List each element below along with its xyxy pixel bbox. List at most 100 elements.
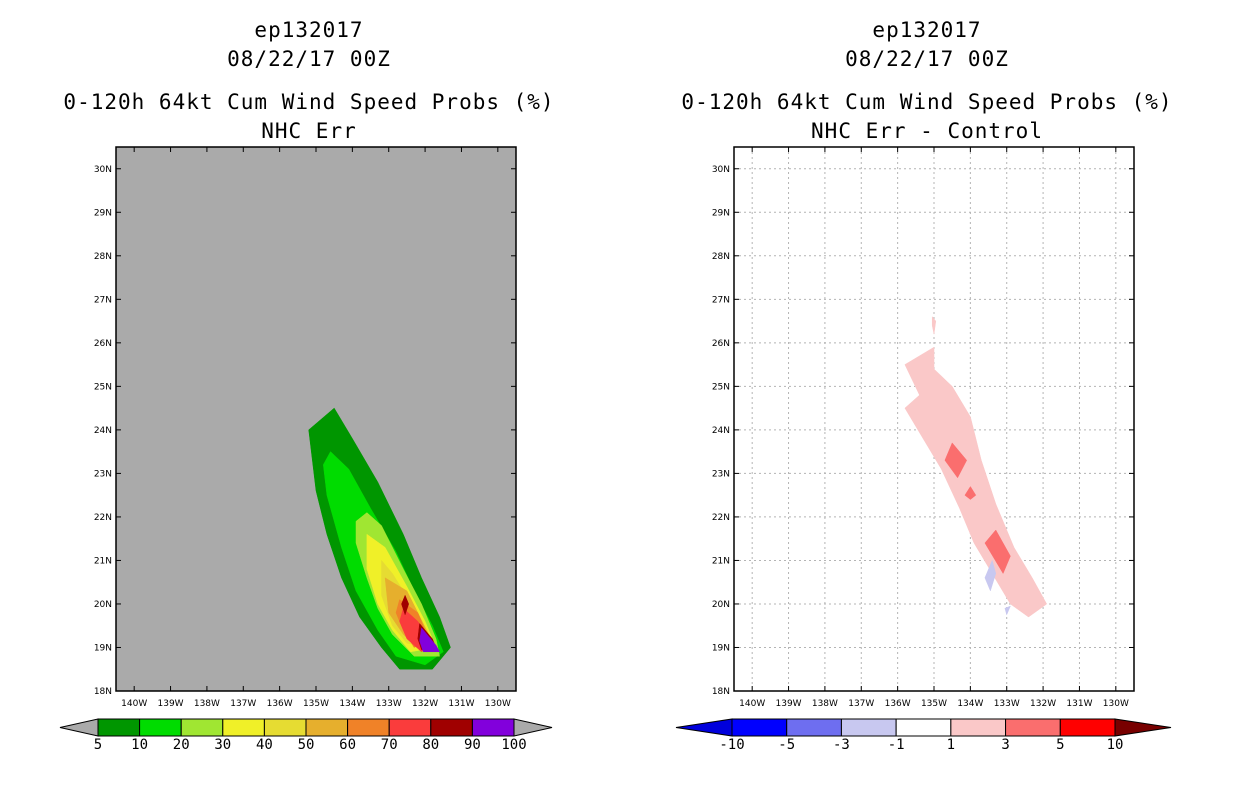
y-tick-label: 29N xyxy=(94,208,112,218)
colorbar-label: 80 xyxy=(422,737,439,753)
y-tick-label: 26N xyxy=(712,339,730,349)
colorbar-label: 5 xyxy=(94,737,102,753)
x-tick-label: 137W xyxy=(230,699,256,709)
x-tick-label: 138W xyxy=(194,699,220,709)
colorbar-over-arrow xyxy=(513,718,553,737)
y-tick-label: 25N xyxy=(94,382,112,392)
y-tick-label: 30N xyxy=(94,165,112,175)
y-tick-label: 30N xyxy=(712,165,730,175)
colorbar-label: 70 xyxy=(381,737,398,753)
colorbar-label: -1 xyxy=(888,737,905,753)
x-tick-label: 138W xyxy=(812,699,838,709)
right-title-product: 0-120h 64kt Cum Wind Speed Probs (%) xyxy=(681,90,1173,114)
x-tick-label: 136W xyxy=(885,699,911,709)
colorbar-segment xyxy=(388,718,432,737)
y-tick-label: 26N xyxy=(94,339,112,349)
y-tick-label: 29N xyxy=(712,208,730,218)
contour-level-3 xyxy=(944,442,967,479)
right-title-storm: ep132017 xyxy=(872,18,982,42)
colorbar-label: -10 xyxy=(719,737,744,753)
colorbar-label: 30 xyxy=(214,737,231,753)
contour-level-3 xyxy=(964,486,977,500)
y-tick-label: 25N xyxy=(712,382,730,392)
colorbar-segment xyxy=(180,718,224,737)
colorbar-label: 10 xyxy=(131,737,148,753)
x-tick-label: 134W xyxy=(339,699,365,709)
y-tick-label: 20N xyxy=(712,600,730,610)
left-title-subtitle: NHC Err xyxy=(261,119,357,143)
x-tick-label: 136W xyxy=(267,699,293,709)
x-tick-label: 139W xyxy=(158,699,184,709)
contour-level-1 xyxy=(904,346,1048,618)
x-tick-label: 134W xyxy=(957,699,983,709)
colorbar-label: 60 xyxy=(339,737,356,753)
colorbar-segment xyxy=(731,718,788,737)
y-tick-label: 24N xyxy=(94,426,112,436)
x-tick-label: 133W xyxy=(376,699,402,709)
colorbar-segment xyxy=(1059,718,1116,737)
contour-level-1 xyxy=(931,315,937,335)
left-chart-panel: ep132017 08/22/17 00Z 0-120h 64kt Cum Wi… xyxy=(59,18,555,753)
y-tick-label: 24N xyxy=(712,426,730,436)
y-tick-label: 20N xyxy=(94,600,112,610)
y-tick-label: 27N xyxy=(712,295,730,305)
y-tick-label: 19N xyxy=(94,643,112,653)
colorbar-segment xyxy=(263,718,307,737)
colorbar-label: 20 xyxy=(173,737,190,753)
colorbar-label: 10 xyxy=(1107,737,1124,753)
colorbar-segment xyxy=(786,718,842,737)
colorbar-label: 1 xyxy=(947,737,955,753)
y-tick-label: 19N xyxy=(712,643,730,653)
colorbar-under-arrow xyxy=(59,718,99,737)
x-tick-label: 135W xyxy=(303,699,329,709)
x-tick-label: 137W xyxy=(848,699,874,709)
colorbar-segment xyxy=(97,718,141,737)
x-tick-label: 140W xyxy=(121,699,147,709)
x-tick-label: 132W xyxy=(412,699,438,709)
contour-level-neg1 xyxy=(1004,605,1011,616)
x-tick-label: 139W xyxy=(776,699,802,709)
left-title-date: 08/22/17 00Z xyxy=(227,47,391,71)
left-title-product: 0-120h 64kt Cum Wind Speed Probs (%) xyxy=(63,90,555,114)
colorbar-under-arrow xyxy=(675,718,733,737)
y-tick-label: 28N xyxy=(94,252,112,262)
colorbar-label: 50 xyxy=(298,737,315,753)
y-tick-label: 27N xyxy=(94,295,112,305)
plot-background xyxy=(116,147,516,691)
x-tick-label: 130W xyxy=(1103,699,1129,709)
colorbar-segment xyxy=(347,718,390,737)
right-title-subtitle: NHC Err - Control xyxy=(811,119,1043,143)
y-tick-label: 23N xyxy=(712,469,730,479)
y-tick-label: 28N xyxy=(712,252,730,262)
y-tick-label: 22N xyxy=(94,513,112,523)
colorbar-label: 90 xyxy=(464,737,481,753)
x-tick-label: 131W xyxy=(1066,699,1092,709)
contour-level-3 xyxy=(984,529,1011,575)
x-tick-label: 132W xyxy=(1030,699,1056,709)
x-tick-label: 133W xyxy=(994,699,1020,709)
x-tick-label: 135W xyxy=(921,699,947,709)
y-tick-label: 23N xyxy=(94,469,112,479)
right-wind-prob-diff-map: 140W 139W 138W 137W 136W 135W 134W 133W 132W 131W… xyxy=(675,146,1172,753)
contour-level-80 xyxy=(401,594,409,616)
colorbar-segment xyxy=(950,718,1007,737)
x-tick-label: 130W xyxy=(485,699,511,709)
contour-level-90 xyxy=(419,627,441,653)
right-chart-panel: ep132017 08/22/17 00Z 0-120h 64kt Cum Wi… xyxy=(618,0,1236,800)
y-tick-label: 21N xyxy=(712,556,730,566)
y-tick-label: 18N xyxy=(712,687,730,697)
colorbar-label: 100 xyxy=(501,737,526,753)
colorbar-segment xyxy=(895,718,952,737)
contour-level-neg1 xyxy=(984,559,997,592)
left-wind-prob-map: 140W 139W 138W 137W 136W 135W 134W 133W 132W 131W… xyxy=(59,146,553,753)
colorbar-over-arrow xyxy=(1114,718,1172,737)
right-title-date: 08/22/17 00Z xyxy=(845,47,1009,71)
x-tick-label: 140W xyxy=(739,699,765,709)
colorbar-segment xyxy=(1005,718,1061,737)
colorbar-label: 3 xyxy=(1001,737,1009,753)
colorbar-label: 40 xyxy=(256,737,273,753)
colorbar-label: -3 xyxy=(833,737,850,753)
colorbar-label: -5 xyxy=(778,737,795,753)
y-tick-label: 22N xyxy=(712,513,730,523)
colorbar-segment xyxy=(222,718,265,737)
